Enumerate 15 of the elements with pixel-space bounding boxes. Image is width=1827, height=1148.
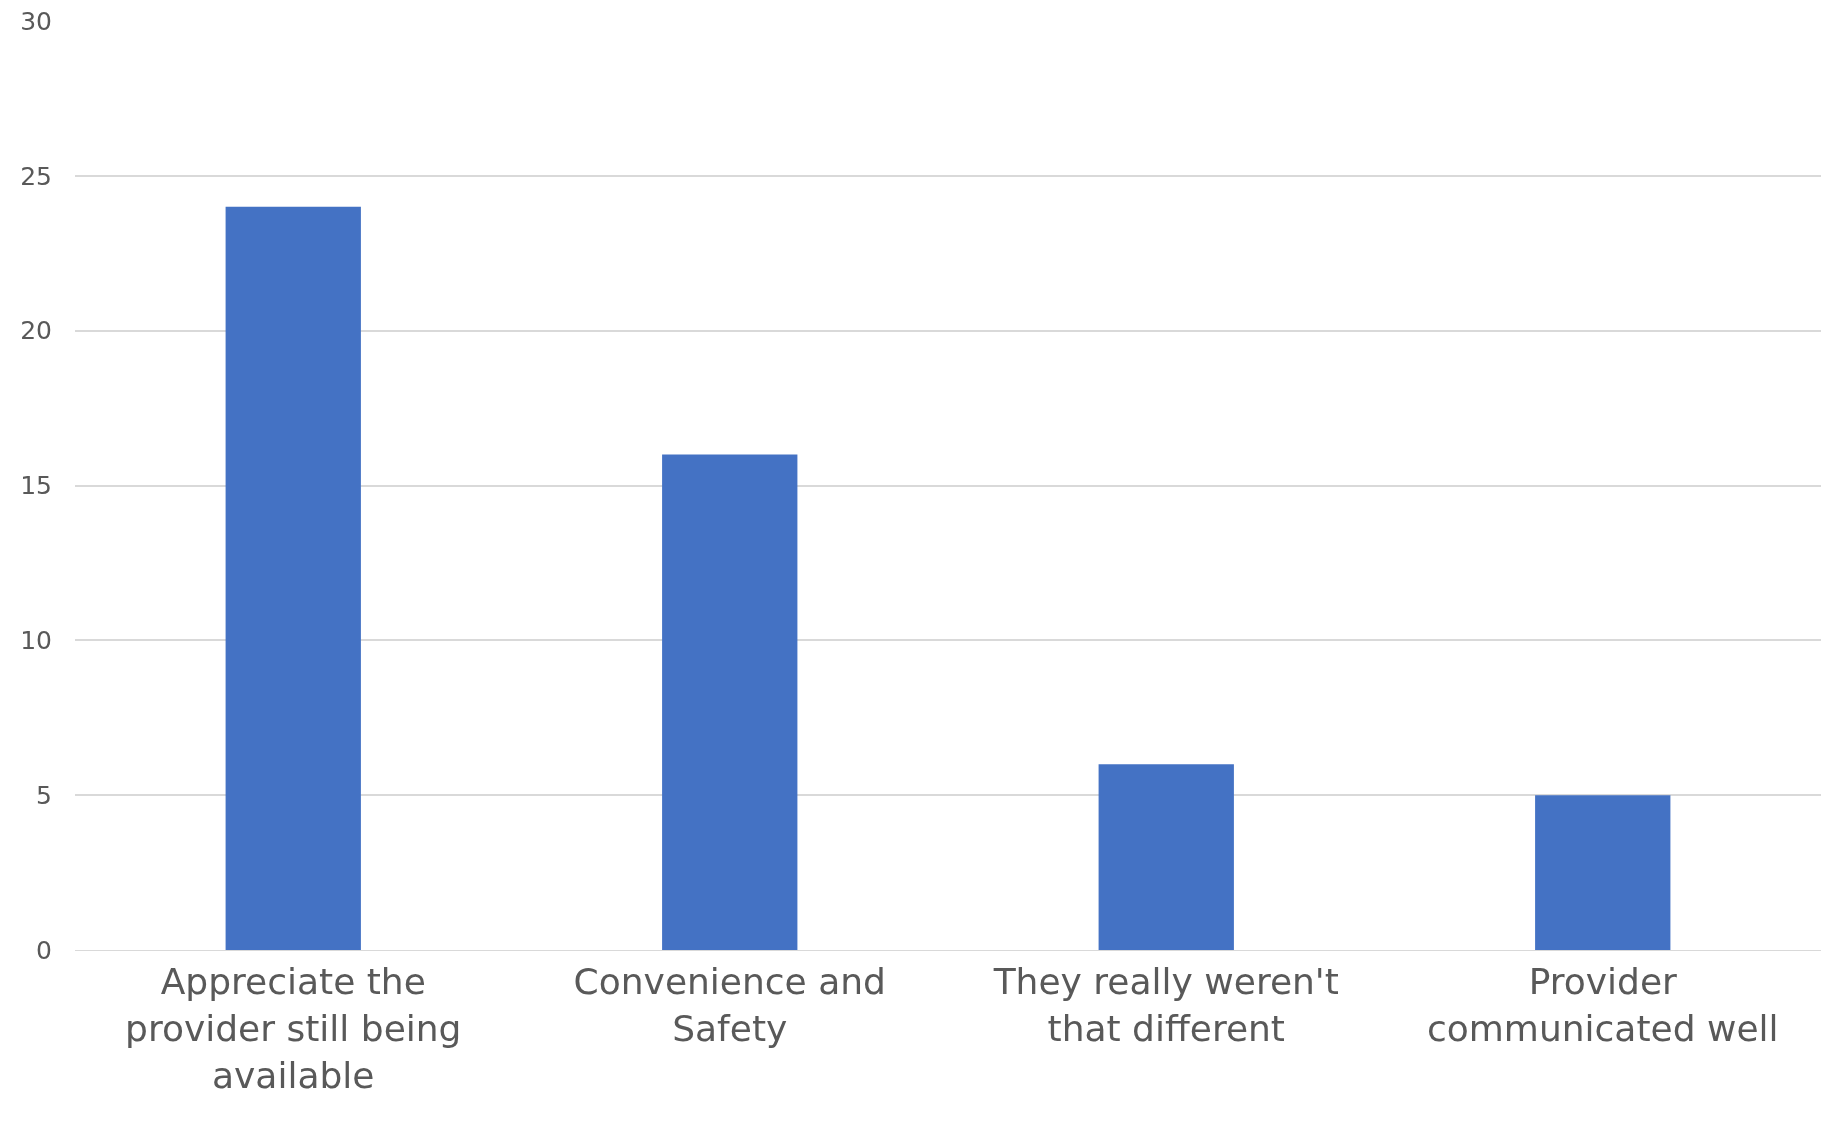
y-tick-label: 0 xyxy=(36,935,52,965)
bar xyxy=(662,454,798,950)
y-tick-label: 30 xyxy=(20,6,52,36)
bar xyxy=(1098,764,1234,950)
bar xyxy=(1535,795,1671,950)
x-tick-label: Convenience and Safety xyxy=(573,961,886,1049)
x-tick-label: They really weren't that different xyxy=(992,961,1339,1049)
y-tick-label: 25 xyxy=(20,161,52,191)
bar xyxy=(225,206,361,950)
y-tick-label: 10 xyxy=(20,626,52,656)
y-tick-label: 5 xyxy=(36,780,52,810)
x-tick-label: Appreciate the provider still being available xyxy=(125,961,462,1096)
y-tick-label: 15 xyxy=(20,471,52,501)
y-tick-label: 20 xyxy=(20,316,52,346)
x-tick-label: Provider communicated well xyxy=(1426,961,1779,1049)
